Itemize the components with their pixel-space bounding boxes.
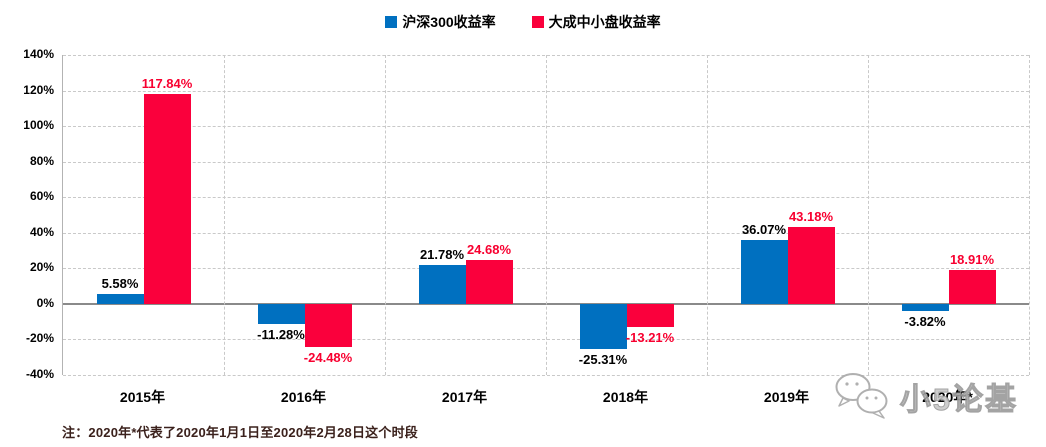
legend-item: 沪深300收益率 — [385, 12, 496, 32]
legend-swatch — [531, 16, 544, 28]
bar-value-label: 36.07% — [741, 221, 787, 237]
category-separator — [546, 55, 547, 375]
y-axis-tick-label: 0% — [36, 295, 54, 310]
x-axis-tick-label: 2016年 — [280, 389, 327, 405]
bar-value-label: -24.48% — [303, 350, 353, 366]
bar — [143, 94, 191, 304]
x-axis-tick-label: 2017年 — [441, 389, 488, 405]
category-separator — [707, 55, 708, 375]
bar — [96, 293, 144, 304]
y-axis-tick-label: -40% — [25, 367, 54, 381]
category-separator — [868, 55, 869, 375]
plot-area: 5.58% -11.28% 21.78% -25.31% 36.07% -3.82% 117… — [62, 55, 1030, 376]
legend-label: 大成中小盘收益率 — [548, 14, 661, 30]
bar-value-label: -25.31% — [578, 351, 628, 367]
bar — [418, 265, 466, 304]
bar-value-label: 43.18% — [788, 209, 834, 225]
watermark: 小5论基 — [832, 372, 1018, 420]
y-axis-tick-label: 40% — [29, 224, 54, 239]
bar — [304, 303, 352, 348]
y-axis-tick-label: 120% — [23, 82, 54, 97]
bar — [787, 227, 835, 304]
bar-value-label: 24.68% — [466, 242, 512, 257]
x-axis-tick-label: 2020年* — [922, 389, 973, 405]
bar-value-label: -11.28% — [257, 326, 305, 342]
bar-value-label: 21.78% — [419, 247, 465, 263]
footnote: 注：2020年*代表了2020年1月1日至2020年2月28日这个时段 — [62, 425, 418, 440]
legend-label: 沪深300收益率 — [402, 14, 496, 30]
bar — [257, 303, 305, 324]
bar — [579, 303, 627, 349]
bar-value-label: 5.58% — [101, 275, 139, 291]
category-separator — [224, 55, 225, 375]
y-axis-tick-label: 60% — [29, 189, 54, 204]
y-axis-tick-label: 140% — [23, 47, 54, 61]
bar-value-label: -3.82% — [904, 313, 946, 329]
x-axis-tick-label: 2019年 — [763, 389, 810, 405]
chart-legend: 沪深300收益率 大成中小盘收益率 — [0, 12, 1046, 32]
y-axis-tick-label: 100% — [23, 118, 54, 133]
legend-item: 大成中小盘收益率 — [531, 12, 661, 32]
x-axis-tick-label: 2018年 — [602, 389, 649, 405]
bar — [901, 303, 949, 311]
category-separator — [385, 55, 386, 375]
bar-value-label: -13.21% — [625, 330, 675, 346]
bar — [465, 260, 513, 304]
bar — [740, 239, 788, 304]
y-axis-tick-label: 20% — [29, 260, 54, 275]
wechat-chat-bubbles-icon — [835, 373, 888, 419]
y-axis-tick-label: 80% — [29, 153, 54, 168]
bar — [626, 303, 674, 328]
bar-value-label: 117.84% — [141, 76, 193, 92]
watermark-text: 小5论基 — [899, 381, 1018, 417]
gridline — [63, 375, 1029, 376]
bar — [948, 270, 996, 304]
y-axis-tick-label: -20% — [25, 331, 54, 346]
x-axis-tick-label: 2015年 — [119, 389, 166, 405]
bar-value-label: 18.91% — [949, 252, 995, 268]
legend-swatch — [385, 16, 398, 28]
category-separator — [1029, 55, 1030, 375]
